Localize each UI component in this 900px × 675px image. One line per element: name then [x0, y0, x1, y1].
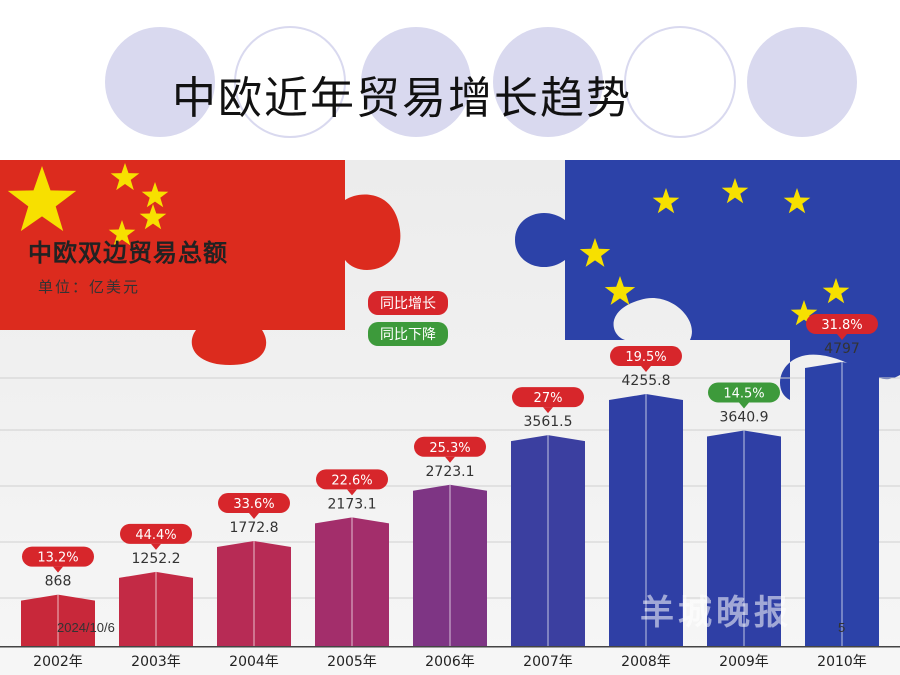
deco-circle: [105, 27, 215, 137]
yoy-badge-label: 31.8%: [821, 318, 862, 333]
page-number: 5: [838, 620, 846, 635]
flag-star: [7, 166, 77, 232]
chart-title: 中欧双边贸易总额: [28, 239, 228, 267]
footer-date: 2024/10/6: [57, 620, 115, 635]
yoy-badge-label: 22.6%: [331, 473, 372, 488]
yoy-badge-pointer: [543, 407, 553, 414]
flag-star: [139, 204, 167, 230]
bar: [315, 517, 389, 646]
legend-decrease: 同比下降: [368, 322, 448, 346]
yoy-badge: [610, 346, 682, 367]
flag-star: [110, 163, 140, 191]
yoy-badge-pointer: [837, 334, 847, 340]
yoy-badge-label: 25.3%: [429, 441, 470, 456]
bar-highlight: [351, 517, 353, 646]
bar-value-label: 4255.8: [622, 373, 671, 389]
bar-highlight: [155, 571, 157, 646]
yoy-badge-pointer: [151, 543, 161, 550]
flag-star: [822, 278, 850, 304]
yoy-badge-label: 27%: [534, 391, 563, 406]
deco-circle: [493, 27, 603, 137]
deco-circle: [747, 27, 857, 137]
flag-star: [783, 188, 811, 214]
bar: [805, 362, 879, 646]
yoy-badge: [512, 387, 584, 408]
deco-circle: [624, 26, 736, 138]
bar: [609, 394, 683, 646]
bar-highlight: [57, 594, 59, 646]
category-label: 2005年: [327, 654, 377, 670]
bar-value-label: 3640.9: [720, 409, 769, 425]
category-label: 2008年: [621, 654, 671, 670]
bar-value-label: 4797: [824, 341, 860, 357]
flag-star: [141, 182, 169, 208]
bar-value-label: 2173.1: [328, 496, 377, 512]
yoy-badge: [316, 469, 388, 490]
legend-increase: 同比增长: [368, 291, 448, 315]
category-label: 2006年: [425, 654, 475, 670]
category-label: 2004年: [229, 654, 279, 670]
category-label: 2010年: [817, 654, 867, 670]
bar-value-label: 3561.5: [524, 414, 573, 430]
yoy-badge-pointer: [249, 513, 259, 520]
bar-highlight: [645, 394, 647, 646]
bar-chart: 868 13.2% 2002年 1252.2 44.4% 2003年 1772.8 33.6%…: [0, 160, 900, 675]
decorative-circles: [105, 26, 857, 138]
chart-labels: 868 13.2% 2002年 1252.2 44.4% 2003年 1772.8 33.6%…: [22, 314, 878, 670]
bar-value-label: 2723.1: [426, 464, 475, 480]
category-label: 2002年: [33, 654, 83, 670]
eu-flag-puzzle: [515, 160, 900, 400]
yoy-badge: [120, 523, 192, 544]
flag-stars: [7, 163, 850, 326]
bar: [21, 594, 95, 646]
flag-star: [108, 220, 136, 246]
flag-star: [652, 188, 680, 214]
yoy-badge-label: 14.5%: [723, 386, 764, 401]
category-label: 2009年: [719, 654, 769, 670]
bar-highlight: [547, 435, 549, 646]
yoy-badge-pointer: [641, 366, 651, 373]
bar-highlight: [743, 430, 745, 646]
yoy-badge-pointer: [445, 456, 455, 463]
yoy-badge-label: 33.6%: [233, 497, 274, 512]
flag-star: [721, 178, 749, 204]
bar: [119, 571, 193, 646]
yoy-badge-pointer: [53, 566, 63, 573]
deco-circle: [234, 26, 346, 138]
yoy-badge-pointer: [739, 402, 749, 409]
yoy-badge-label: 19.5%: [625, 350, 666, 365]
yoy-badge-pointer: [347, 489, 357, 496]
yoy-badge-label: 13.2%: [37, 551, 78, 566]
yoy-badge: [414, 436, 486, 457]
bar-value-label: 868: [45, 574, 72, 590]
deco-circle: [361, 27, 471, 137]
unit-label: 单位：亿美元: [38, 278, 141, 296]
bar-value-label: 1772.8: [230, 520, 279, 536]
flag-star: [790, 300, 818, 326]
bar: [511, 435, 585, 646]
yoy-badge-label: 44.4%: [135, 528, 176, 543]
category-label: 2003年: [131, 654, 181, 670]
chart-bars: [21, 362, 879, 646]
flag-star: [579, 238, 611, 267]
bar: [413, 484, 487, 646]
china-flag-puzzle: [0, 160, 401, 365]
yoy-badge: [806, 314, 878, 334]
bar: [217, 541, 291, 646]
bar-highlight: [253, 541, 255, 646]
bar-highlight: [841, 362, 843, 646]
yoy-badge: [708, 382, 780, 403]
bar-value-label: 1252.2: [132, 551, 181, 567]
newspaper-watermark: 羊城晚报: [640, 593, 792, 633]
category-label: 2007年: [523, 654, 573, 670]
flag-star: [604, 276, 636, 305]
trade-infographic: 868 13.2% 2002年 1252.2 44.4% 2003年 1772.8 33.6%…: [0, 160, 900, 675]
yoy-badge: [22, 546, 94, 567]
bar-highlight: [449, 484, 451, 646]
bar: [707, 430, 781, 646]
yoy-badge: [218, 493, 290, 514]
slide-title: 中欧近年贸易增长趋势: [172, 73, 632, 124]
